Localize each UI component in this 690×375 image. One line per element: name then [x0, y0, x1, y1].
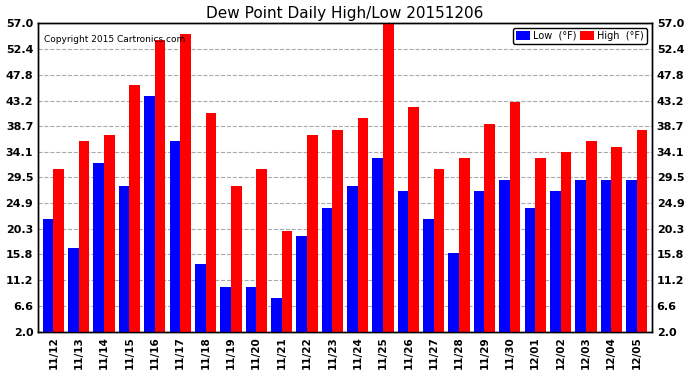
Bar — [43, 219, 53, 332]
Bar — [206, 113, 216, 332]
Bar — [231, 186, 241, 332]
Bar — [282, 231, 293, 332]
Bar — [600, 180, 611, 332]
Legend: Low  (°F), High  (°F): Low (°F), High (°F) — [513, 28, 647, 44]
Bar — [130, 85, 140, 332]
Bar — [79, 141, 90, 332]
Title: Dew Point Daily High/Low 20151206: Dew Point Daily High/Low 20151206 — [206, 6, 484, 21]
Bar — [575, 180, 586, 332]
Bar — [333, 130, 343, 332]
Bar — [307, 135, 317, 332]
Bar — [434, 169, 444, 332]
Bar — [448, 253, 459, 332]
Bar — [611, 147, 622, 332]
Bar — [170, 141, 180, 332]
Bar — [397, 191, 408, 332]
Bar — [347, 186, 357, 332]
Bar — [256, 169, 267, 332]
Bar — [550, 191, 560, 332]
Bar — [510, 102, 520, 332]
Bar — [93, 164, 104, 332]
Bar — [155, 40, 166, 332]
Bar — [586, 141, 597, 332]
Bar — [119, 186, 130, 332]
Bar — [560, 152, 571, 332]
Bar — [423, 219, 434, 332]
Bar — [408, 107, 419, 332]
Bar — [271, 298, 282, 332]
Bar — [626, 180, 637, 332]
Bar — [68, 248, 79, 332]
Text: Copyright 2015 Cartronics.com: Copyright 2015 Cartronics.com — [44, 36, 186, 45]
Bar — [104, 135, 115, 332]
Bar — [459, 158, 470, 332]
Bar — [474, 191, 484, 332]
Bar — [524, 208, 535, 332]
Bar — [484, 124, 495, 332]
Bar — [296, 236, 307, 332]
Bar — [144, 96, 155, 332]
Bar — [220, 287, 231, 332]
Bar — [535, 158, 546, 332]
Bar — [180, 34, 191, 332]
Bar — [357, 118, 368, 332]
Bar — [383, 23, 394, 332]
Bar — [322, 208, 333, 332]
Bar — [195, 264, 206, 332]
Bar — [53, 169, 64, 332]
Bar — [499, 180, 510, 332]
Bar — [373, 158, 383, 332]
Bar — [637, 130, 647, 332]
Bar — [246, 287, 256, 332]
